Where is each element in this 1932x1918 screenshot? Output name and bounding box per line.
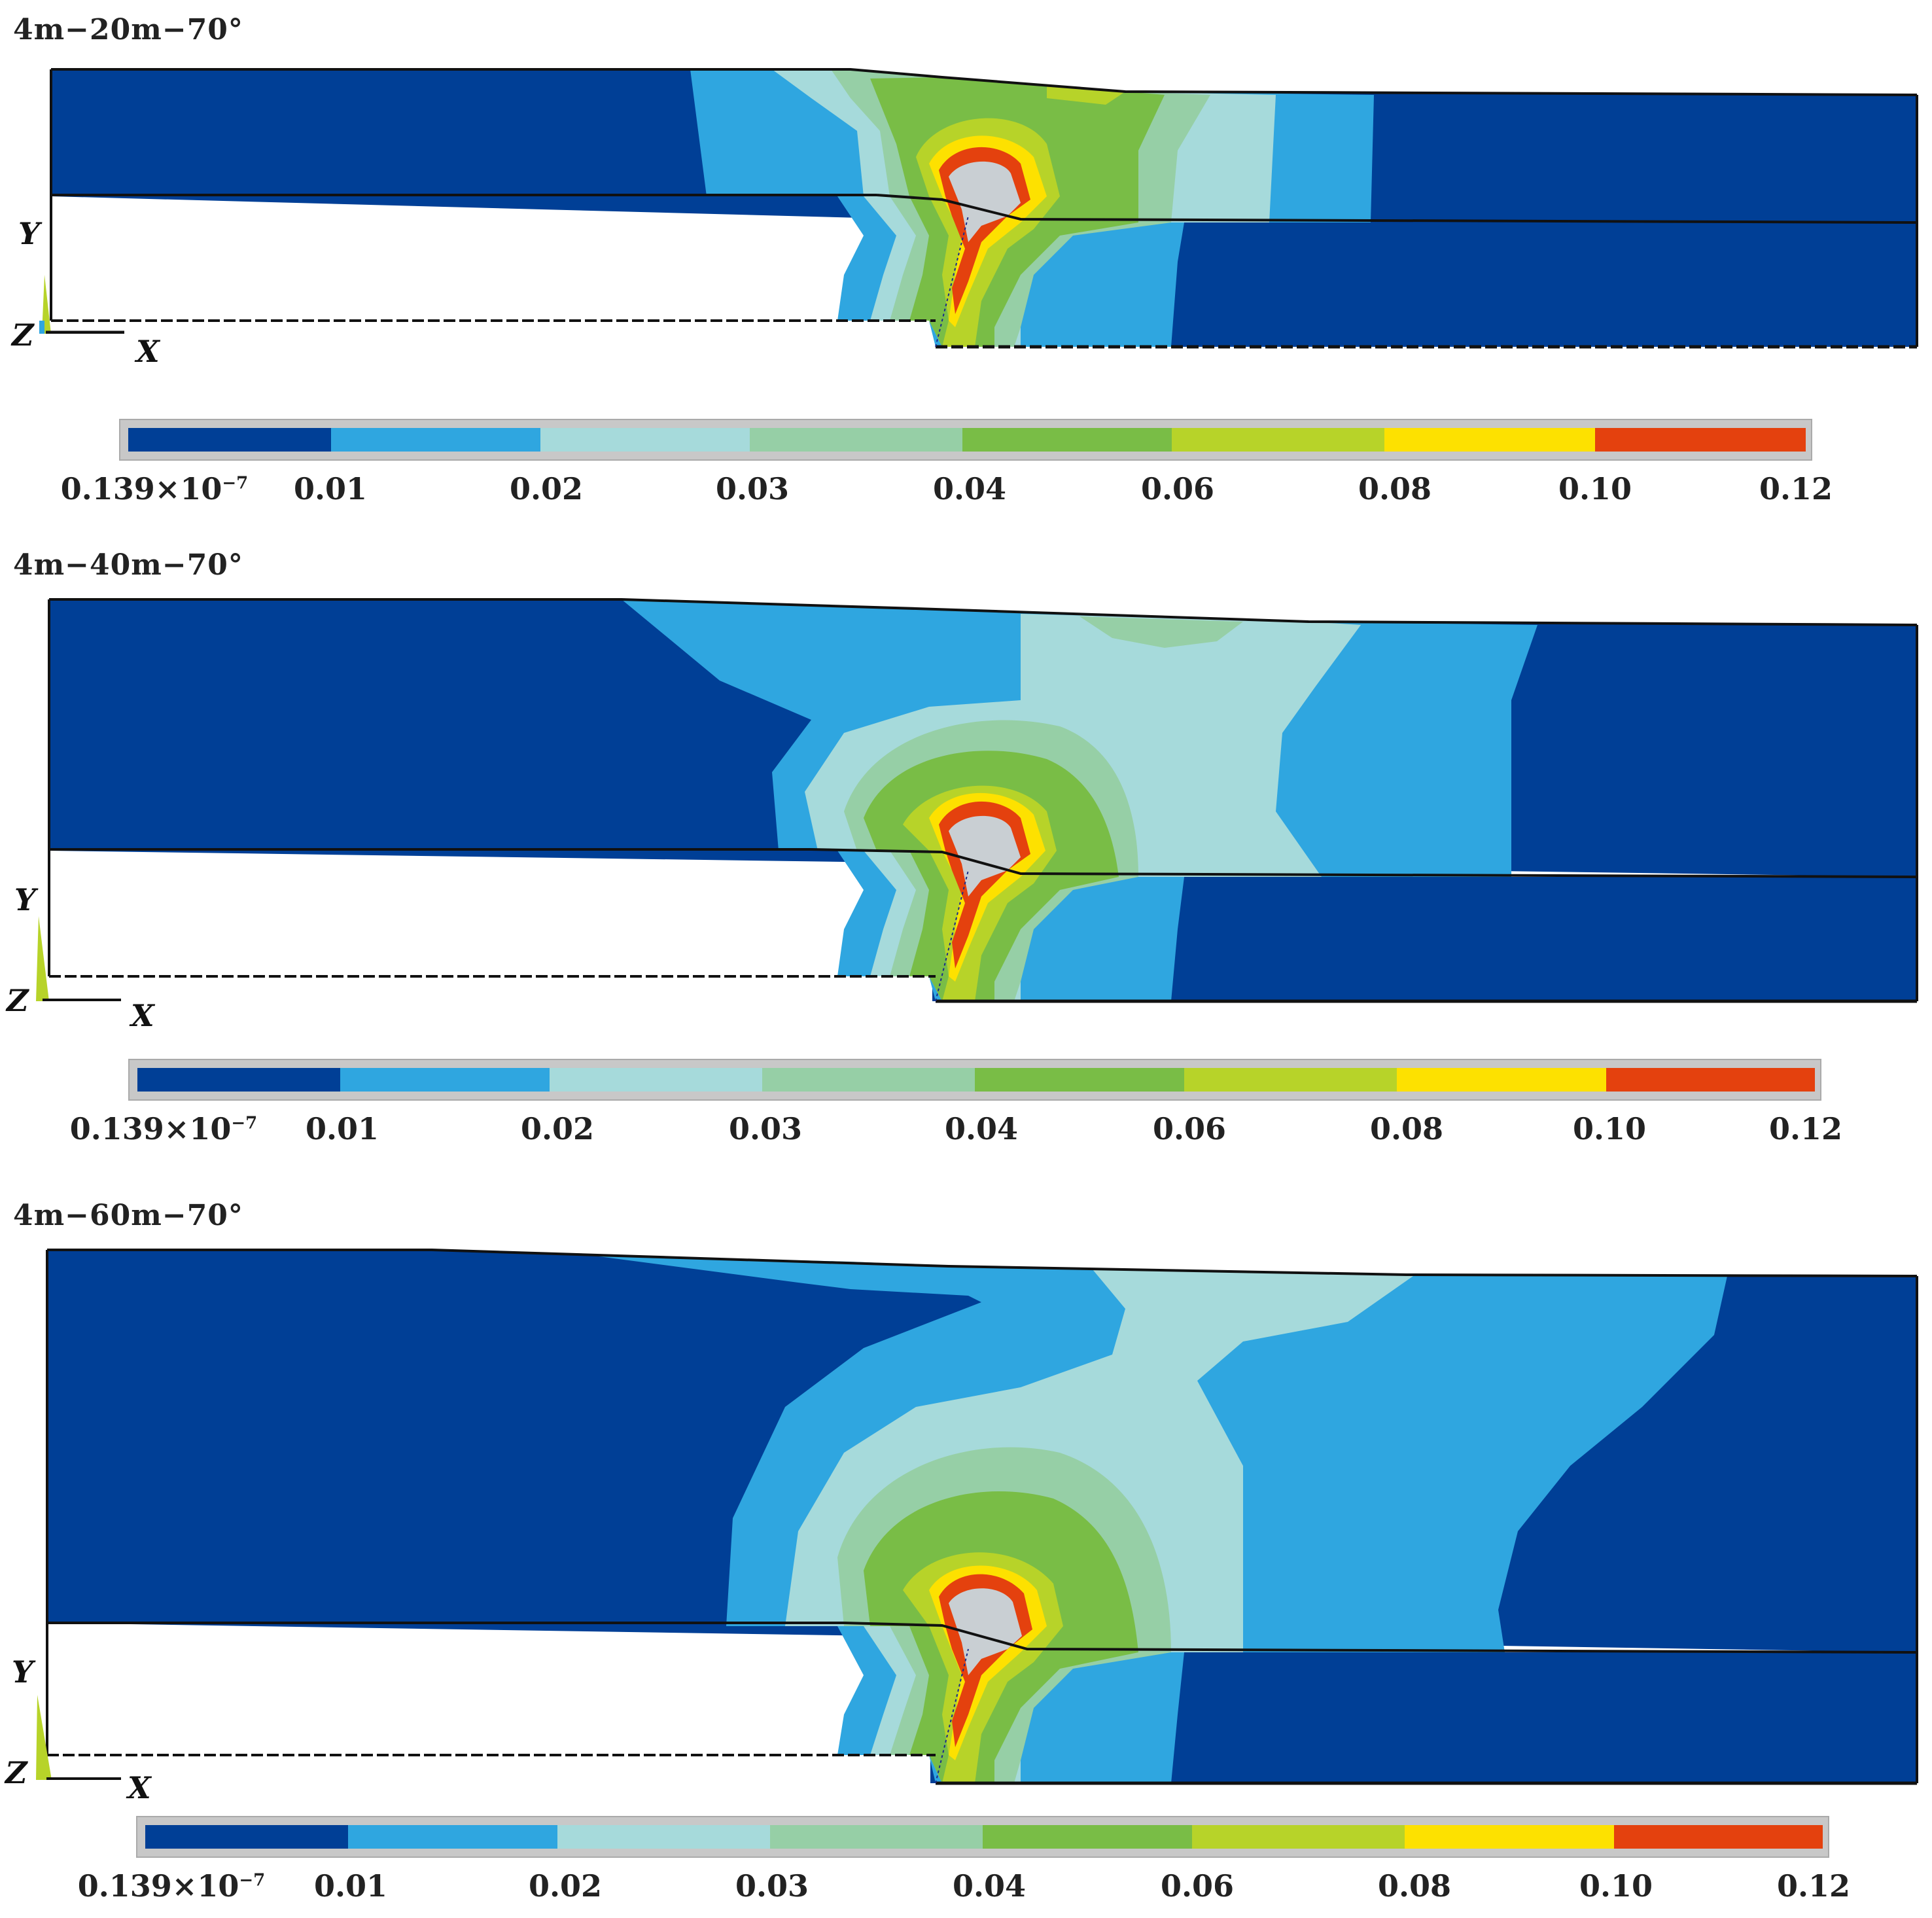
legend-swatch [331, 428, 540, 452]
legend-swatch [540, 428, 750, 452]
fault-step [811, 848, 1918, 878]
legend-tick-label: 0.03 [715, 471, 790, 506]
legend-tick-label: 0.08 [1369, 1111, 1444, 1146]
color-legend [128, 1059, 1821, 1101]
lower-right-block [936, 222, 1917, 347]
y-axis-label: Y [18, 216, 40, 251]
legend-swatch [145, 1825, 348, 1849]
legend-tick-label: 0.08 [1358, 471, 1432, 506]
legend-min-label: 0.139×10−7 [77, 1868, 266, 1904]
legend-tick-label: 0.08 [1377, 1868, 1452, 1904]
legend-swatch [770, 1825, 983, 1849]
legend-tick-label: 0.02 [528, 1868, 603, 1904]
fault-line [935, 215, 969, 347]
z-axis-label: Z [7, 983, 29, 1018]
contour-plot [50, 68, 1918, 349]
y-axis-label: Y [12, 1654, 33, 1690]
x-axis-label: X [131, 998, 154, 1033]
legend-tick-label: 0.12 [1759, 471, 1833, 506]
legend-tick-label: 0.10 [1579, 1868, 1653, 1904]
legend-tick-label: 0.01 [313, 1868, 388, 1904]
legend-tick-label: 0.12 [1768, 1111, 1843, 1146]
legend-tick-label: 0.10 [1558, 471, 1632, 506]
legend-tick-label: 0.02 [509, 471, 584, 506]
legend-swatch [557, 1825, 770, 1849]
legend-tick-label: 0.03 [728, 1111, 803, 1146]
legend-swatch [340, 1068, 550, 1092]
legend-min-label: 0.139×10−7 [69, 1111, 258, 1146]
legend-tick-label: 0.06 [1160, 1868, 1235, 1904]
legend-tick-label: 0.01 [305, 1111, 379, 1146]
fault-line [935, 1648, 969, 1784]
legend-tick-label: 0.10 [1572, 1111, 1647, 1146]
fault-step [843, 1622, 1918, 1654]
legend-swatch [1192, 1825, 1405, 1849]
contour-plot [46, 1249, 1918, 1785]
legend-swatch [348, 1825, 557, 1849]
coordinate-triad [36, 1695, 121, 1780]
legend-swatch [1595, 428, 1806, 452]
legend-swatch [962, 428, 1172, 452]
panel-title: 4m−20m−70° [13, 13, 243, 46]
x-axis-label: X [136, 334, 160, 369]
top-surface [51, 68, 1918, 96]
fault-line [935, 870, 969, 1002]
legend-swatch [1397, 1068, 1606, 1092]
legend-tick-label: 0.03 [735, 1868, 809, 1904]
legend-swatch [1172, 428, 1384, 452]
legend-tick-label: 0.04 [932, 471, 1007, 506]
legend-tick-label: 0.06 [1152, 1111, 1227, 1146]
coordinate-triad [39, 275, 124, 334]
y-axis-label: Y [14, 882, 36, 917]
legend-tick-label: 0.04 [944, 1111, 1019, 1146]
cavity [949, 815, 1021, 897]
legend-min-label: 0.139×10−7 [60, 471, 249, 506]
legend-swatch [1614, 1825, 1823, 1849]
legend-swatch [1405, 1825, 1614, 1849]
legend-swatch [983, 1825, 1192, 1849]
legend-tick-label: 0.04 [952, 1868, 1027, 1904]
legend-swatch [1606, 1068, 1815, 1092]
coordinate-triad [36, 916, 121, 1001]
legend-tick-label: 0.01 [293, 471, 368, 506]
panel-title: 4m−40m−70° [13, 548, 243, 582]
panel-title: 4m−60m−70° [13, 1199, 243, 1232]
legend-tick-label: 0.02 [520, 1111, 595, 1146]
legend-swatch [750, 428, 962, 452]
legend-swatch [550, 1068, 762, 1092]
panel-40m: 4m−40m−70° Y Z X 0.139×10−7 0.0 [0, 537, 1932, 1191]
panel-20m: 4m−20m−70° Y Z X [0, 0, 1932, 524]
legend-swatch [975, 1068, 1184, 1092]
fault-step [876, 194, 1918, 224]
color-legend [136, 1816, 1829, 1858]
legend-swatch [1384, 428, 1595, 452]
legend-swatch [1184, 1068, 1397, 1092]
legend-swatch [762, 1068, 975, 1092]
color-legend [119, 419, 1812, 461]
legend-tick-label: 0.06 [1140, 471, 1215, 506]
legend-swatch [137, 1068, 340, 1092]
panel-60m: 4m−60m−70° Y Z X 0.139×10−7 0.0 [0, 1191, 1932, 1911]
z-axis-label: Z [12, 317, 34, 353]
top-surface [49, 598, 1918, 626]
cavity [949, 161, 1021, 242]
legend-swatch [128, 428, 331, 452]
z-axis-label: Z [5, 1755, 27, 1790]
legend-tick-label: 0.12 [1776, 1868, 1851, 1904]
x-axis-label: X [128, 1770, 151, 1805]
top-surface [47, 1249, 1918, 1277]
contour-plot [48, 598, 1918, 1003]
